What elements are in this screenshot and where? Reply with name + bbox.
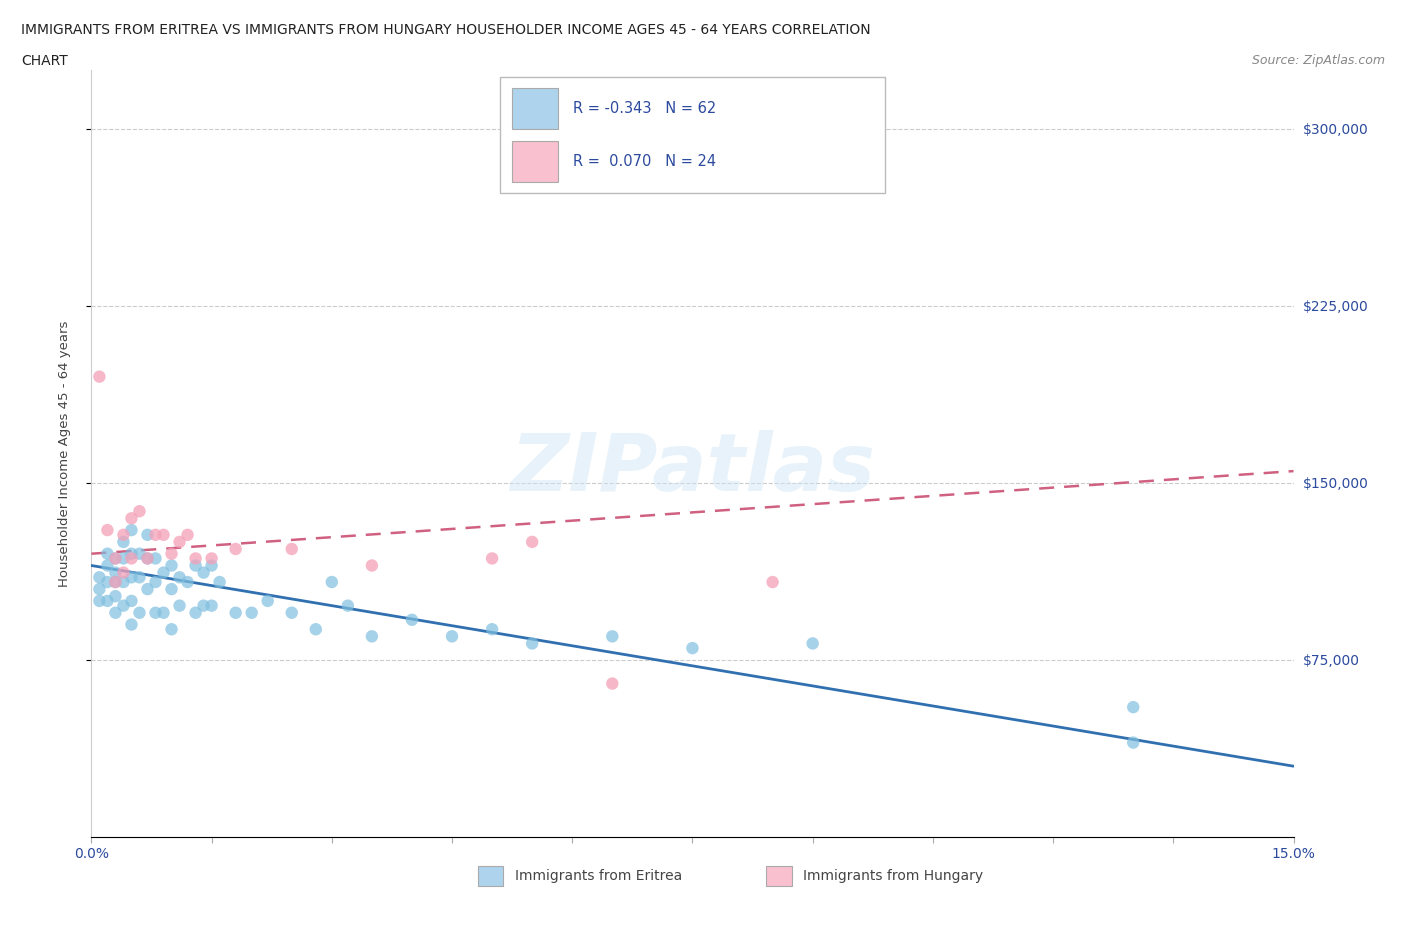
Point: [193, 565, 215, 580]
Point: [169, 598, 191, 613]
Bar: [478, 866, 503, 886]
Point: [522, 535, 544, 550]
Point: [96, 546, 118, 561]
Point: [89, 593, 111, 608]
Point: [481, 551, 503, 565]
Point: [360, 558, 382, 573]
Text: ZIPatlas: ZIPatlas: [510, 430, 875, 508]
Point: [160, 546, 183, 561]
Point: [336, 598, 359, 613]
Point: [112, 598, 135, 613]
Point: [121, 551, 143, 565]
Point: [201, 558, 224, 573]
Text: Source: ZipAtlas.com: Source: ZipAtlas.com: [1251, 54, 1385, 67]
Point: [160, 581, 183, 596]
Bar: [766, 866, 792, 886]
Point: [96, 593, 118, 608]
Point: [112, 551, 135, 565]
Point: [184, 558, 207, 573]
Point: [121, 618, 143, 632]
Point: [89, 369, 111, 384]
Point: [152, 565, 174, 580]
Point: [145, 527, 167, 542]
Point: [112, 575, 135, 590]
Point: [89, 570, 111, 585]
Point: [281, 541, 304, 556]
Point: [128, 546, 150, 561]
Point: [136, 581, 159, 596]
Point: [128, 570, 150, 585]
Point: [128, 504, 150, 519]
Point: [121, 570, 143, 585]
Point: [305, 622, 328, 637]
Point: [481, 622, 503, 637]
Point: [112, 565, 135, 580]
Point: [1122, 699, 1144, 714]
Point: [176, 527, 198, 542]
Point: [440, 629, 463, 644]
Point: [96, 523, 118, 538]
Point: [160, 558, 183, 573]
Point: [201, 598, 224, 613]
Point: [256, 593, 278, 608]
Point: [104, 575, 127, 590]
Point: [136, 551, 159, 565]
Point: [121, 523, 143, 538]
Point: [184, 605, 207, 620]
Point: [281, 605, 304, 620]
Point: [121, 593, 143, 608]
Point: [121, 546, 143, 561]
Point: [152, 605, 174, 620]
Point: [136, 527, 159, 542]
Point: [184, 551, 207, 565]
Point: [104, 551, 127, 565]
Point: [145, 575, 167, 590]
Point: [145, 605, 167, 620]
Text: IMMIGRANTS FROM ERITREA VS IMMIGRANTS FROM HUNGARY HOUSEHOLDER INCOME AGES 45 - : IMMIGRANTS FROM ERITREA VS IMMIGRANTS FR…: [21, 23, 870, 37]
Point: [96, 575, 118, 590]
Text: Immigrants from Hungary: Immigrants from Hungary: [803, 869, 983, 883]
Point: [145, 551, 167, 565]
Point: [360, 629, 382, 644]
Point: [201, 551, 224, 565]
Point: [160, 622, 183, 637]
Point: [128, 605, 150, 620]
Point: [112, 535, 135, 550]
Text: CHART: CHART: [21, 54, 67, 68]
Point: [104, 565, 127, 580]
Point: [225, 605, 247, 620]
Point: [762, 575, 785, 590]
Point: [104, 551, 127, 565]
Point: [112, 527, 135, 542]
Point: [401, 612, 423, 627]
Point: [240, 605, 263, 620]
Point: [96, 558, 118, 573]
Text: Immigrants from Eritrea: Immigrants from Eritrea: [515, 869, 682, 883]
Point: [602, 629, 624, 644]
Point: [602, 676, 624, 691]
Point: [104, 575, 127, 590]
Point: [681, 641, 703, 656]
Point: [121, 511, 143, 525]
Point: [321, 575, 343, 590]
Y-axis label: Householder Income Ages 45 - 64 years: Householder Income Ages 45 - 64 years: [58, 320, 70, 587]
Point: [169, 570, 191, 585]
Point: [136, 551, 159, 565]
Point: [801, 636, 824, 651]
Point: [89, 581, 111, 596]
Point: [522, 636, 544, 651]
Point: [104, 589, 127, 604]
Point: [225, 541, 247, 556]
Point: [193, 598, 215, 613]
Point: [169, 535, 191, 550]
Point: [152, 527, 174, 542]
Point: [176, 575, 198, 590]
Point: [1122, 735, 1144, 750]
Point: [208, 575, 231, 590]
Point: [104, 605, 127, 620]
